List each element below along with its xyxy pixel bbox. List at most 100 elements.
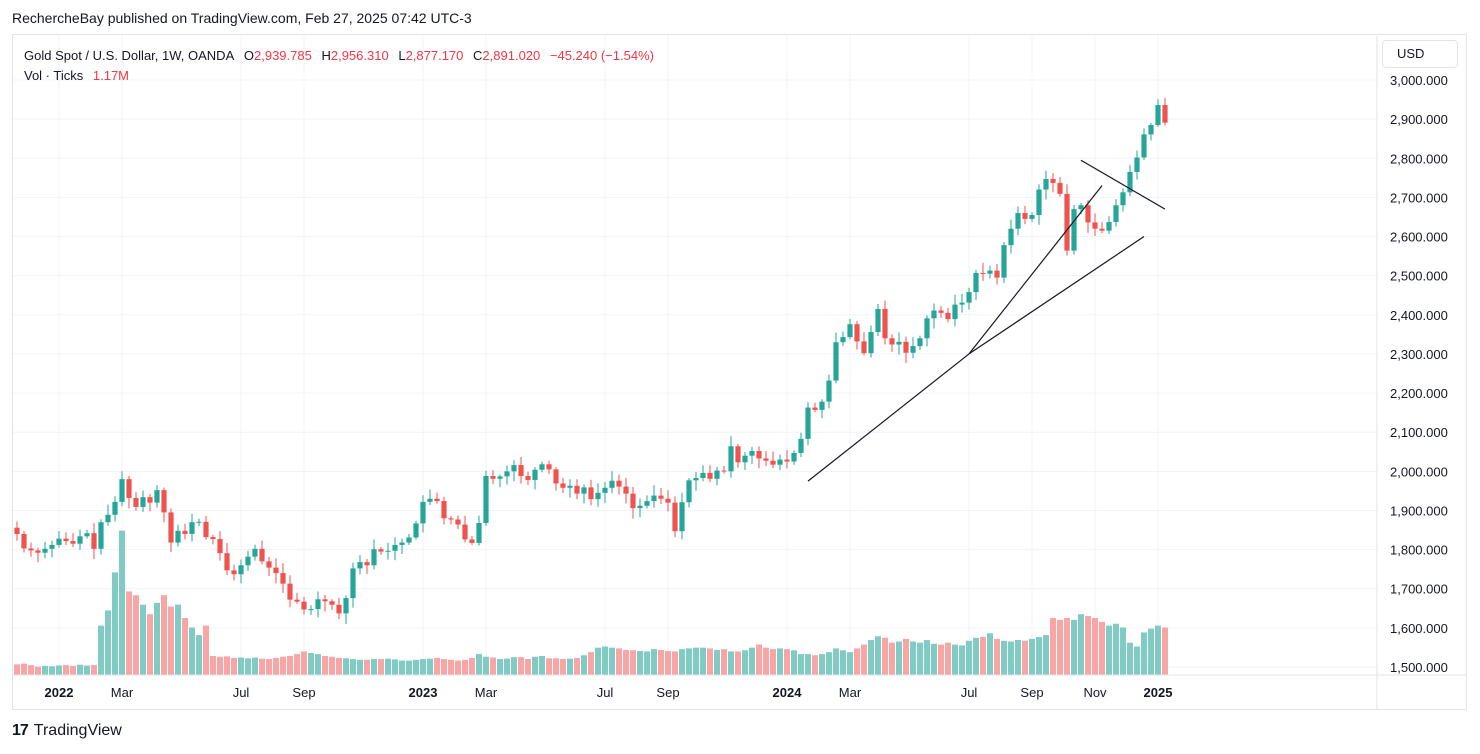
candle-body [805, 407, 811, 439]
volume-bar [126, 591, 132, 675]
candle-body [1029, 215, 1035, 219]
candle-body [1099, 228, 1105, 231]
candle-body [518, 465, 524, 477]
candle-body [1162, 105, 1168, 123]
candle-body [770, 460, 776, 465]
volume-bar [84, 665, 90, 675]
candle-body [427, 498, 433, 502]
volume-bar [399, 660, 405, 675]
candle-body [728, 446, 734, 472]
candle-body [21, 533, 27, 549]
volume-bar [875, 636, 881, 675]
volume-bar [1155, 625, 1161, 675]
volume-bar [966, 640, 972, 675]
grid [13, 36, 1377, 675]
volume-bar [28, 665, 34, 675]
candle-body [1085, 205, 1091, 223]
volume-bar [1064, 618, 1070, 675]
candle-body [329, 601, 335, 605]
candle-body [511, 465, 517, 472]
volume-bar [896, 641, 902, 675]
volume-bar [70, 665, 76, 675]
volume-bar [161, 595, 167, 675]
volume-bar [658, 649, 664, 675]
candle-body [721, 470, 727, 472]
volume-bar [1141, 632, 1147, 675]
x-tick-label: 2024 [773, 685, 803, 700]
candle-body [217, 539, 223, 554]
candle-body [1148, 125, 1154, 135]
candle-body [553, 469, 559, 484]
volume-bar [616, 648, 622, 675]
candle-body [665, 498, 671, 503]
change-value: −45.240 (−1.54%) [549, 48, 654, 63]
volume-bar [182, 618, 188, 675]
candle-body [595, 492, 601, 500]
volume-bar [889, 642, 895, 675]
volume-bar [637, 651, 643, 675]
volume-bar [14, 664, 20, 675]
candle-body [1008, 228, 1014, 246]
volume-bar [42, 665, 48, 675]
volume-bar [119, 530, 125, 675]
volume-bar [301, 651, 307, 675]
candle-body [917, 338, 923, 347]
volume-bar [378, 659, 384, 675]
candle-body [301, 601, 307, 610]
candle-body [357, 562, 363, 569]
candle-body [203, 521, 209, 538]
volume-bar [784, 649, 790, 675]
volume-bar [882, 637, 888, 675]
candle-body [609, 480, 615, 488]
x-tick-label: Jul [233, 685, 250, 700]
candle-body [455, 519, 461, 525]
candle-body [861, 341, 867, 354]
candle-body [868, 332, 874, 354]
candle-body [1071, 209, 1077, 251]
candle-body [952, 304, 958, 320]
volume-bar [1078, 614, 1084, 675]
high-label: H [321, 48, 331, 63]
candle-body [161, 490, 167, 513]
candle-body [749, 450, 755, 456]
candle-body [483, 476, 489, 523]
volume-bar [168, 606, 174, 675]
candle-body [224, 553, 230, 571]
candle-body [812, 407, 818, 410]
candle-body [245, 556, 251, 566]
volume-bar [721, 649, 727, 675]
tradingview-logo[interactable]: 17 TradingView [12, 722, 122, 740]
candle-body [112, 501, 118, 515]
volume-bar [1057, 619, 1063, 675]
volume-bar [756, 644, 762, 675]
candle-body [1057, 182, 1063, 194]
volume-value: 1.17M [92, 68, 130, 83]
candle-body [644, 501, 650, 506]
volume-bar [504, 658, 510, 675]
currency-button[interactable]: USD [1382, 40, 1458, 68]
volume-bar [525, 659, 531, 675]
candle-body [182, 530, 188, 534]
volume-bar [280, 656, 286, 675]
candle-body [371, 549, 377, 566]
candle-body [266, 561, 272, 568]
volume-bar [819, 654, 825, 675]
candles [14, 97, 1168, 624]
candle-body [847, 324, 853, 338]
volume-bar [567, 658, 573, 675]
close-value: 2,891.020 [482, 48, 541, 63]
candle-body [196, 521, 202, 523]
candle-body [525, 476, 531, 480]
volume-bar [980, 637, 986, 675]
candle-body [287, 583, 293, 600]
volume-bar [924, 640, 930, 675]
volume-bar [1113, 623, 1119, 675]
candle-body [1050, 179, 1056, 183]
candle-body [924, 318, 930, 339]
volume-bar [707, 648, 713, 675]
volume-bar [749, 647, 755, 675]
candle-body [686, 480, 692, 503]
volume-bar [791, 650, 797, 675]
volume-bar [252, 657, 258, 675]
